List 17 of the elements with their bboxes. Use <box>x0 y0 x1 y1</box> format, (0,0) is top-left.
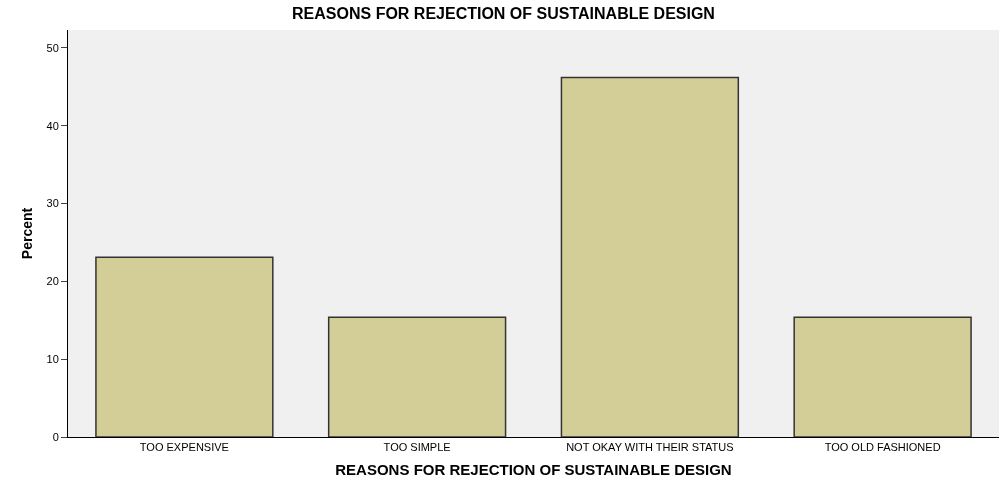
y-axis-title: Percent <box>19 207 36 260</box>
x-tick-label: TOO SIMPLE <box>383 441 451 454</box>
chart-title: REASONS FOR REJECTION OF SUSTAINABLE DESIGN <box>292 4 715 22</box>
y-tick-label: 30 <box>46 197 59 210</box>
y-tick-label: 50 <box>46 41 59 54</box>
bar <box>560 76 740 437</box>
y-tick-label: 40 <box>46 119 59 132</box>
y-tick-label: 10 <box>46 353 59 366</box>
x-axis-title: REASONS FOR REJECTION OF SUSTAINABLE DESIGN <box>335 461 732 479</box>
bar <box>327 316 507 437</box>
x-tick-label: NOT OKAY WITH THEIR STATUS <box>566 441 734 454</box>
y-tick-label: 0 <box>52 430 59 443</box>
x-tick-label: TOO OLD FASHIONED <box>824 441 941 454</box>
x-tick-label: TOO EXPENSIVE <box>139 441 229 454</box>
y-tick-label: 20 <box>46 275 59 288</box>
bar <box>793 316 972 437</box>
bar <box>95 256 274 437</box>
